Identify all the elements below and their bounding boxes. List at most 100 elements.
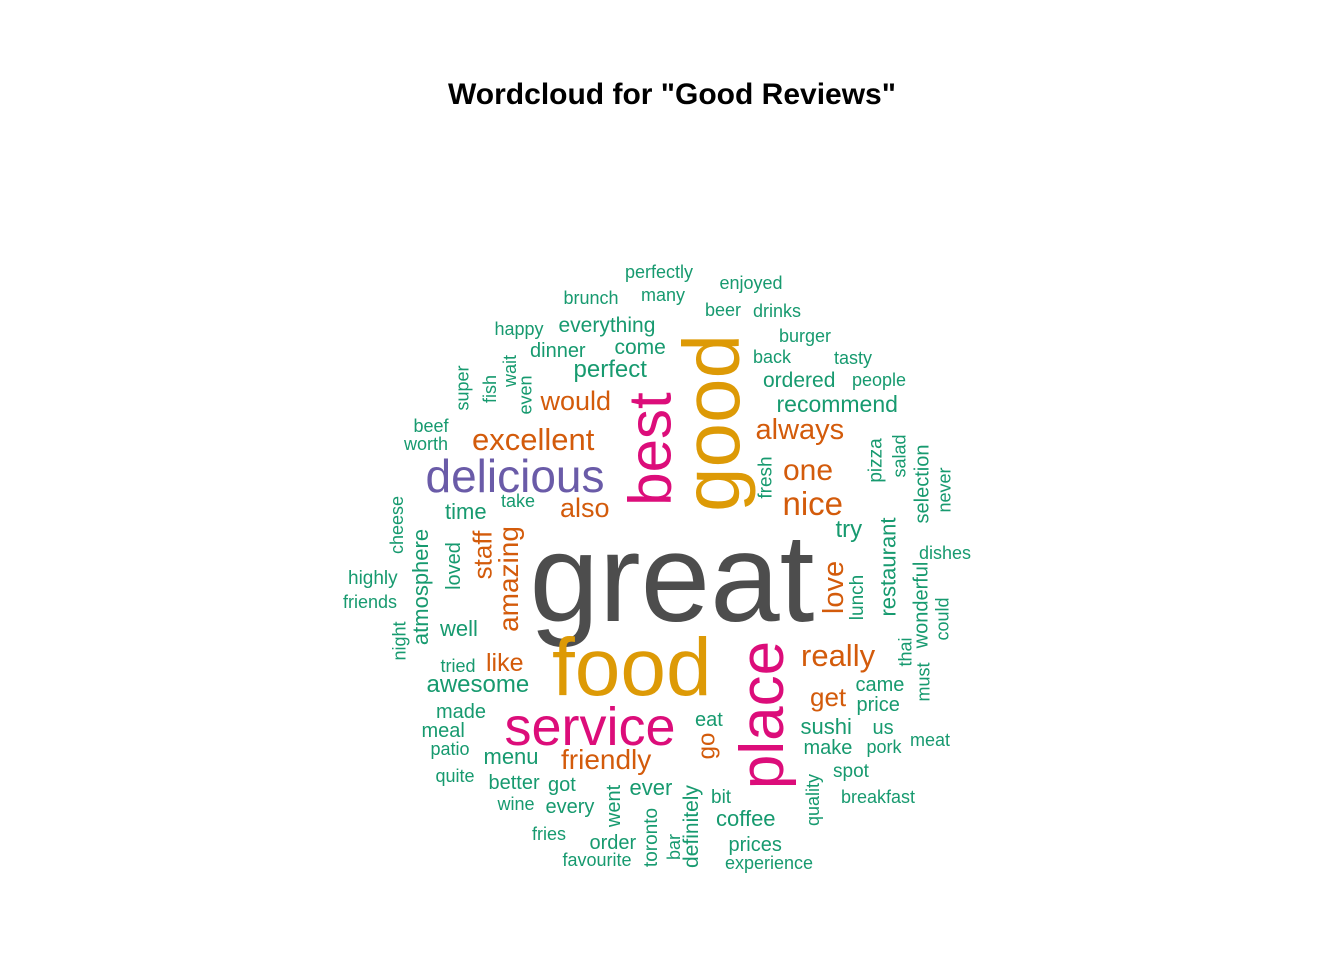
word-got: got bbox=[548, 774, 576, 796]
word-take: take bbox=[501, 491, 536, 511]
word-toronto: toronto bbox=[640, 807, 662, 867]
word-selection: selection bbox=[910, 444, 933, 524]
word-salad: salad bbox=[889, 434, 910, 478]
word-burger: burger bbox=[779, 326, 832, 346]
word-everything: everything bbox=[558, 313, 656, 337]
word-came: came bbox=[855, 674, 905, 696]
word-best: best bbox=[616, 392, 684, 506]
word-breakfast: breakfast bbox=[841, 787, 916, 807]
word-awesome: awesome bbox=[426, 671, 530, 698]
word-eat: eat bbox=[695, 709, 723, 731]
word-coffee: coffee bbox=[716, 806, 776, 831]
word-lunch: lunch bbox=[846, 574, 868, 620]
word-cheese: cheese bbox=[387, 495, 408, 555]
word-drinks: drinks bbox=[753, 301, 802, 321]
word-beer: beer bbox=[705, 300, 742, 320]
word-prices: prices bbox=[728, 834, 782, 856]
word-happy: happy bbox=[494, 319, 544, 339]
word-amazing: amazing bbox=[492, 526, 524, 632]
word-try: try bbox=[835, 516, 863, 543]
word-went: went bbox=[603, 784, 626, 828]
word-ordered: ordered bbox=[763, 368, 836, 392]
word-friendly: friendly bbox=[561, 744, 652, 775]
word-staff: staff bbox=[466, 530, 497, 580]
word-beef: beef bbox=[413, 416, 449, 436]
word-also: also bbox=[560, 492, 610, 523]
word-come: come bbox=[614, 335, 666, 359]
word-fresh: fresh bbox=[755, 455, 777, 499]
word-back: back bbox=[753, 347, 792, 367]
word-tried: tried bbox=[440, 656, 476, 676]
word-atmosphere: atmosphere bbox=[408, 528, 434, 646]
word-service: service bbox=[504, 697, 676, 757]
word-quite: quite bbox=[435, 766, 475, 786]
word-price: price bbox=[856, 694, 900, 716]
word-must: must bbox=[913, 662, 934, 702]
word-time: time bbox=[445, 499, 487, 524]
chart-title: Wordcloud for "Good Reviews" bbox=[448, 78, 896, 111]
word-could: could bbox=[932, 597, 953, 641]
word-bit: bit bbox=[711, 786, 732, 808]
word-super: super bbox=[452, 365, 473, 411]
word-place: place bbox=[728, 640, 798, 790]
word-perfectly: perfectly bbox=[625, 262, 694, 282]
word-even: even bbox=[515, 375, 536, 415]
word-fish: fish bbox=[480, 374, 501, 404]
word-pizza: pizza bbox=[865, 437, 887, 483]
word-perfect: perfect bbox=[573, 356, 647, 383]
word-sushi: sushi bbox=[800, 714, 852, 739]
word-ever: ever bbox=[629, 775, 673, 800]
word-delicious: delicious bbox=[425, 450, 605, 502]
word-tasty: tasty bbox=[834, 348, 873, 368]
word-many: many bbox=[641, 285, 686, 305]
word-every: every bbox=[545, 796, 595, 818]
word-worth: worth bbox=[404, 434, 449, 454]
word-wonderful: wonderful bbox=[909, 561, 932, 649]
word-patio: patio bbox=[430, 739, 470, 759]
word-menu: menu bbox=[483, 744, 539, 769]
word-love: love bbox=[817, 560, 850, 614]
word-loved: loved bbox=[442, 542, 465, 590]
word-make: make bbox=[803, 737, 853, 759]
word-order: order bbox=[589, 832, 637, 854]
word-never: never bbox=[934, 467, 955, 513]
word-one: one bbox=[783, 454, 834, 487]
word-meat: meat bbox=[910, 730, 951, 750]
word-experience: experience bbox=[725, 853, 814, 873]
word-restaurant: restaurant bbox=[875, 517, 901, 617]
word-better: better bbox=[488, 772, 540, 794]
word-highly: highly bbox=[348, 567, 398, 589]
word-people: people bbox=[852, 370, 907, 390]
word-go: go bbox=[692, 732, 720, 760]
word-food: food bbox=[552, 622, 712, 713]
word-always: always bbox=[755, 413, 845, 446]
word-quality: quality bbox=[803, 773, 824, 827]
word-nice: nice bbox=[782, 484, 844, 522]
word-made: made bbox=[436, 701, 487, 723]
word-spot: spot bbox=[833, 760, 869, 782]
word-good: good bbox=[666, 334, 756, 512]
word-thai: thai bbox=[895, 637, 916, 667]
word-dinner: dinner bbox=[530, 340, 586, 362]
word-meal: meal bbox=[421, 720, 465, 742]
word-would: would bbox=[540, 385, 612, 416]
word-brunch: brunch bbox=[563, 288, 619, 308]
word-us: us bbox=[872, 717, 894, 739]
word-get: get bbox=[810, 682, 847, 712]
word-fries: fries bbox=[532, 824, 567, 844]
word-favourite: favourite bbox=[562, 850, 632, 870]
word-wine: wine bbox=[497, 794, 535, 814]
word-dishes: dishes bbox=[919, 543, 972, 563]
word-pork: pork bbox=[866, 737, 902, 757]
word-bar: bar bbox=[664, 833, 685, 861]
word-well: well bbox=[440, 616, 478, 641]
word-excellent: excellent bbox=[472, 421, 595, 457]
word-really: really bbox=[801, 637, 876, 673]
word-great: great bbox=[529, 508, 815, 648]
word-like: like bbox=[486, 648, 524, 677]
word-night: night bbox=[389, 621, 410, 661]
word-recommend: recommend bbox=[776, 390, 898, 417]
word-enjoyed: enjoyed bbox=[719, 273, 783, 293]
word-friends: friends bbox=[343, 592, 398, 612]
